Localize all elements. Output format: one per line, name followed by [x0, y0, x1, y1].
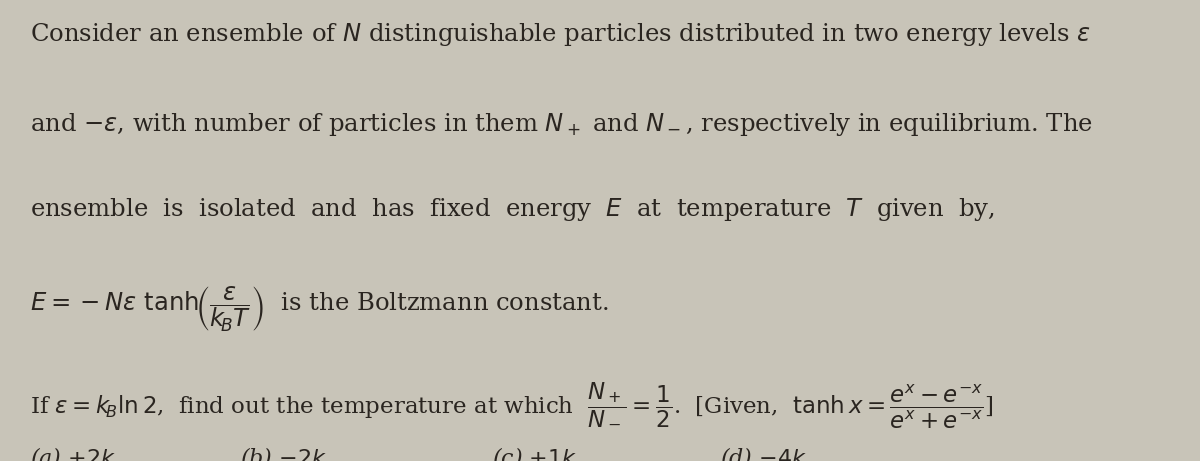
- Text: Consider an ensemble of $N$ distinguishable particles distributed in two energy : Consider an ensemble of $N$ distinguisha…: [30, 21, 1091, 48]
- Text: (c) $+1k$: (c) $+1k$: [492, 445, 577, 461]
- Text: (d) $-4k$: (d) $-4k$: [720, 445, 808, 461]
- Text: $E = -N\varepsilon\ \mathrm{tanh}\!\left(\dfrac{\varepsilon}{k_{\!B}T}\right)$  : $E = -N\varepsilon\ \mathrm{tanh}\!\left…: [30, 284, 608, 332]
- Text: (a) $+2k$: (a) $+2k$: [30, 445, 116, 461]
- Text: If $\varepsilon = k_{\!B}\ln 2$,  find out the temperature at which  $\dfrac{N_+: If $\varepsilon = k_{\!B}\ln 2$, find ou…: [30, 380, 994, 428]
- Text: ensemble  is  isolated  and  has  fixed  energy  $E$  at  temperature  $T$  give: ensemble is isolated and has fixed energ…: [30, 196, 995, 223]
- Text: and $-\varepsilon$, with number of particles in them $N_+$ and $N_-$, respective: and $-\varepsilon$, with number of parti…: [30, 111, 1093, 138]
- Text: (b) $-2k$: (b) $-2k$: [240, 445, 328, 461]
